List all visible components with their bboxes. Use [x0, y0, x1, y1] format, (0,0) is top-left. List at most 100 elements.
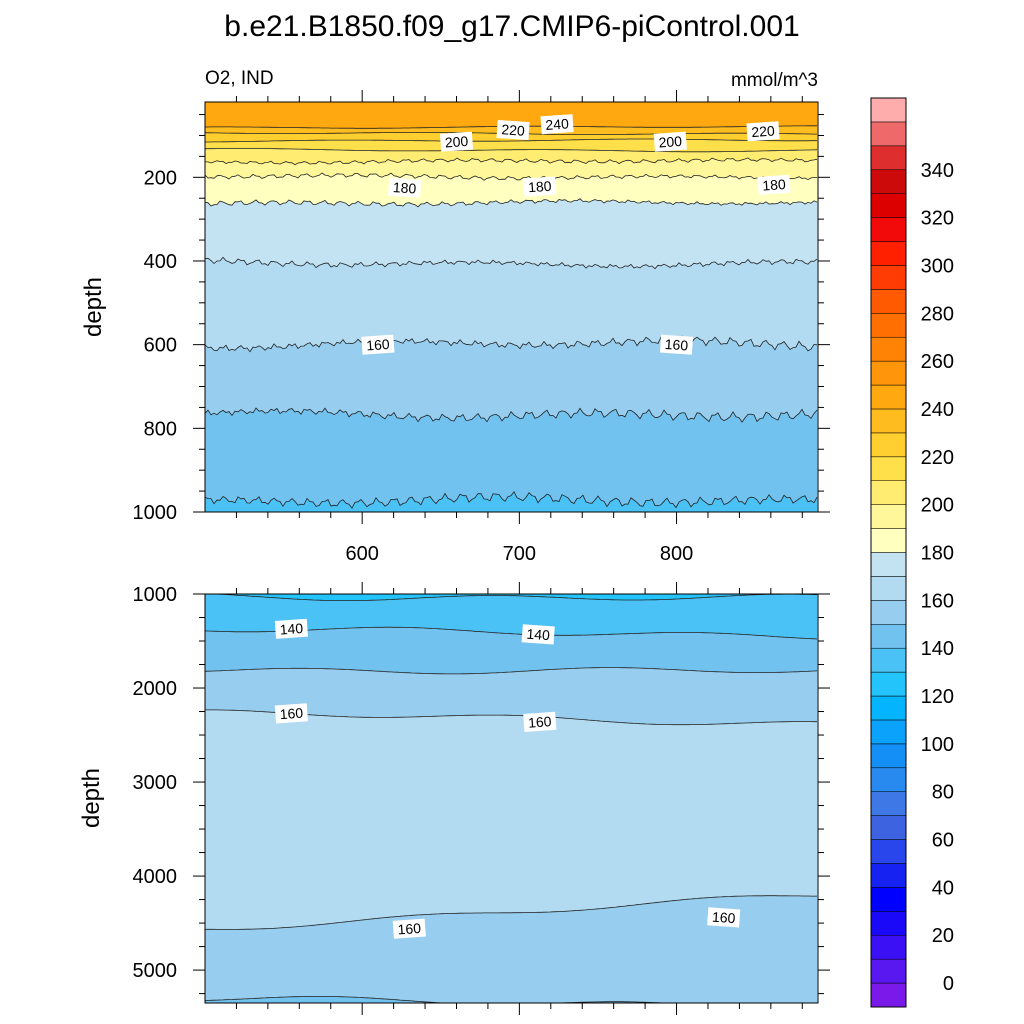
- colorbar-label: 100: [921, 734, 954, 756]
- colorbar-label: 220: [921, 447, 954, 469]
- colorbar-label: 180: [921, 543, 954, 565]
- contour-line: [205, 138, 817, 143]
- colorbar-label: 60: [932, 830, 954, 852]
- colorbar-swatch: [870, 169, 907, 194]
- y-tick-label: 1000: [133, 502, 178, 524]
- colorbar-swatch: [870, 432, 907, 458]
- y-tick-label: 800: [144, 418, 177, 440]
- colorbar-swatch: [870, 911, 907, 936]
- y-tick-label: 3000: [133, 772, 178, 794]
- contour-label-box: [496, 119, 530, 141]
- colorbar-label: 20: [932, 925, 954, 947]
- contour-label-box: [523, 176, 557, 197]
- contour-label-text: 160: [664, 336, 689, 354]
- colorbar-swatch: [870, 887, 907, 912]
- contour-label: 160: [361, 334, 395, 355]
- y-tick-label: 1000: [133, 584, 178, 606]
- colorbar-label: 200: [921, 495, 954, 517]
- colorbar-swatch: [870, 504, 907, 529]
- contour-label-text: 140: [279, 620, 304, 638]
- contour-label: 180: [388, 177, 422, 198]
- lower-contour-labels: 140 140 160 160 160 160: [274, 618, 741, 939]
- contour-label: 240: [540, 114, 574, 135]
- colorbar-swatch: [870, 552, 907, 577]
- colorbar-swatch: [870, 480, 907, 505]
- colorbar: 0 20 40 60 80 100 120 140 160 180 200 220 240 260 280 3…: [870, 97, 954, 1008]
- colorbar-swatch: [870, 289, 907, 314]
- colorbar-frame: [870, 97, 907, 1008]
- colorbar-swatch: [870, 958, 907, 984]
- colorbar-swatch: [870, 695, 907, 721]
- lower-plot-frame: [204, 593, 819, 1004]
- contour-label-box: [523, 711, 557, 732]
- contour-label-text: 180: [762, 176, 787, 194]
- colorbar-swatch: [870, 313, 907, 338]
- colorbar-swatch: [870, 97, 907, 123]
- contour-label: 180: [757, 174, 791, 195]
- contour-line: [204, 490, 818, 509]
- lower-y-axis-label: depth: [78, 768, 105, 828]
- contour-line: [204, 256, 818, 270]
- contour-label: 220: [496, 119, 530, 141]
- contour-label-text: 180: [528, 178, 553, 196]
- colorbar-label: 120: [921, 686, 954, 708]
- colorbar-label: 140: [921, 638, 954, 660]
- contour-label-text: 200: [658, 133, 683, 151]
- y-tick-label: 400: [144, 251, 177, 273]
- contour-band: [204, 335, 818, 423]
- colorbar-swatch: [870, 145, 907, 171]
- y-tick-label: 4000: [133, 866, 178, 888]
- colorbar-label: 160: [921, 590, 954, 612]
- colorbar-swatch: [870, 982, 907, 1008]
- colorbar-swatch: [870, 743, 907, 769]
- y-tick-label: 2000: [133, 678, 178, 700]
- lower-contour-fills: [204, 593, 818, 1004]
- x-tick-label: 800: [660, 543, 693, 565]
- contour-label-text: 180: [392, 179, 417, 197]
- colorbar-swatch: [870, 528, 907, 553]
- colorbar-label: 280: [921, 303, 954, 325]
- colorbar-swatch: [870, 456, 907, 481]
- contour-label-box: [540, 114, 574, 135]
- contour-label-box: [757, 174, 791, 195]
- contour-line: [204, 198, 818, 208]
- contour-label: 140: [521, 624, 555, 645]
- colorbar-swatch: [870, 815, 907, 840]
- colorbar-swatch: [870, 719, 907, 745]
- y-tick-label: 5000: [133, 960, 178, 982]
- contour-label-text: 160: [528, 713, 553, 731]
- lower-axes: 1000 2000 3000 4000 5000: [133, 582, 830, 1015]
- upper-axes: 200 400 600 800 1000 600 700 800: [133, 90, 830, 565]
- colorbar-swatch: [870, 624, 907, 649]
- contour-line: [204, 667, 818, 675]
- contour-label-text: 240: [545, 115, 570, 133]
- colorbar-swatch: [870, 336, 907, 362]
- contour-label: 160: [392, 918, 426, 939]
- contour-label: 200: [653, 131, 687, 152]
- contour-label-box: [746, 121, 780, 142]
- colorbar-swatch: [870, 408, 907, 434]
- variable-label: O2, IND: [205, 68, 274, 89]
- contour-label-text: 140: [526, 626, 551, 644]
- contour-label-text: 160: [366, 336, 391, 354]
- contour-label: 160: [274, 703, 308, 724]
- contour-label: 200: [439, 131, 474, 152]
- contour-line: [205, 157, 818, 166]
- colorbar-swatch: [870, 576, 907, 601]
- colorbar-swatch: [870, 360, 907, 386]
- upper-plot-frame: [204, 101, 819, 513]
- colorbar-label: 40: [932, 877, 954, 899]
- colorbar-swatch: [870, 241, 907, 266]
- contour-label-box: [707, 907, 741, 928]
- upper-panel: 240 220 220 200 200 180 180 180 160 160 200 400 600…: [80, 90, 830, 565]
- contour-line: [205, 593, 818, 601]
- colorbar-label: 260: [921, 351, 954, 373]
- colorbar-swatch: [870, 217, 907, 242]
- contour-label-box: [521, 624, 555, 645]
- x-tick-label: 700: [503, 543, 536, 565]
- contour-label-text: 160: [397, 920, 422, 938]
- contour-label-text: 160: [711, 909, 736, 927]
- colorbar-swatch: [870, 193, 907, 218]
